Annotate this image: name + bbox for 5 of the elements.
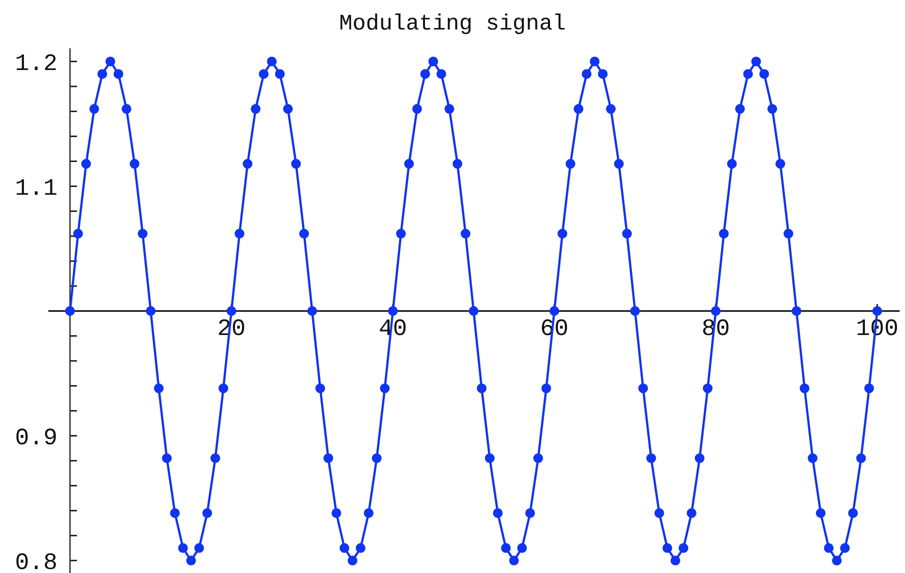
y-tick-label: 0.8 bbox=[16, 553, 56, 570]
chart-title: Modulating signal bbox=[340, 13, 565, 34]
y-tick-label: 1.1 bbox=[16, 179, 56, 195]
y-tick-label: 1.2 bbox=[16, 54, 56, 70]
y-tick-label: 0.9 bbox=[16, 428, 56, 445]
